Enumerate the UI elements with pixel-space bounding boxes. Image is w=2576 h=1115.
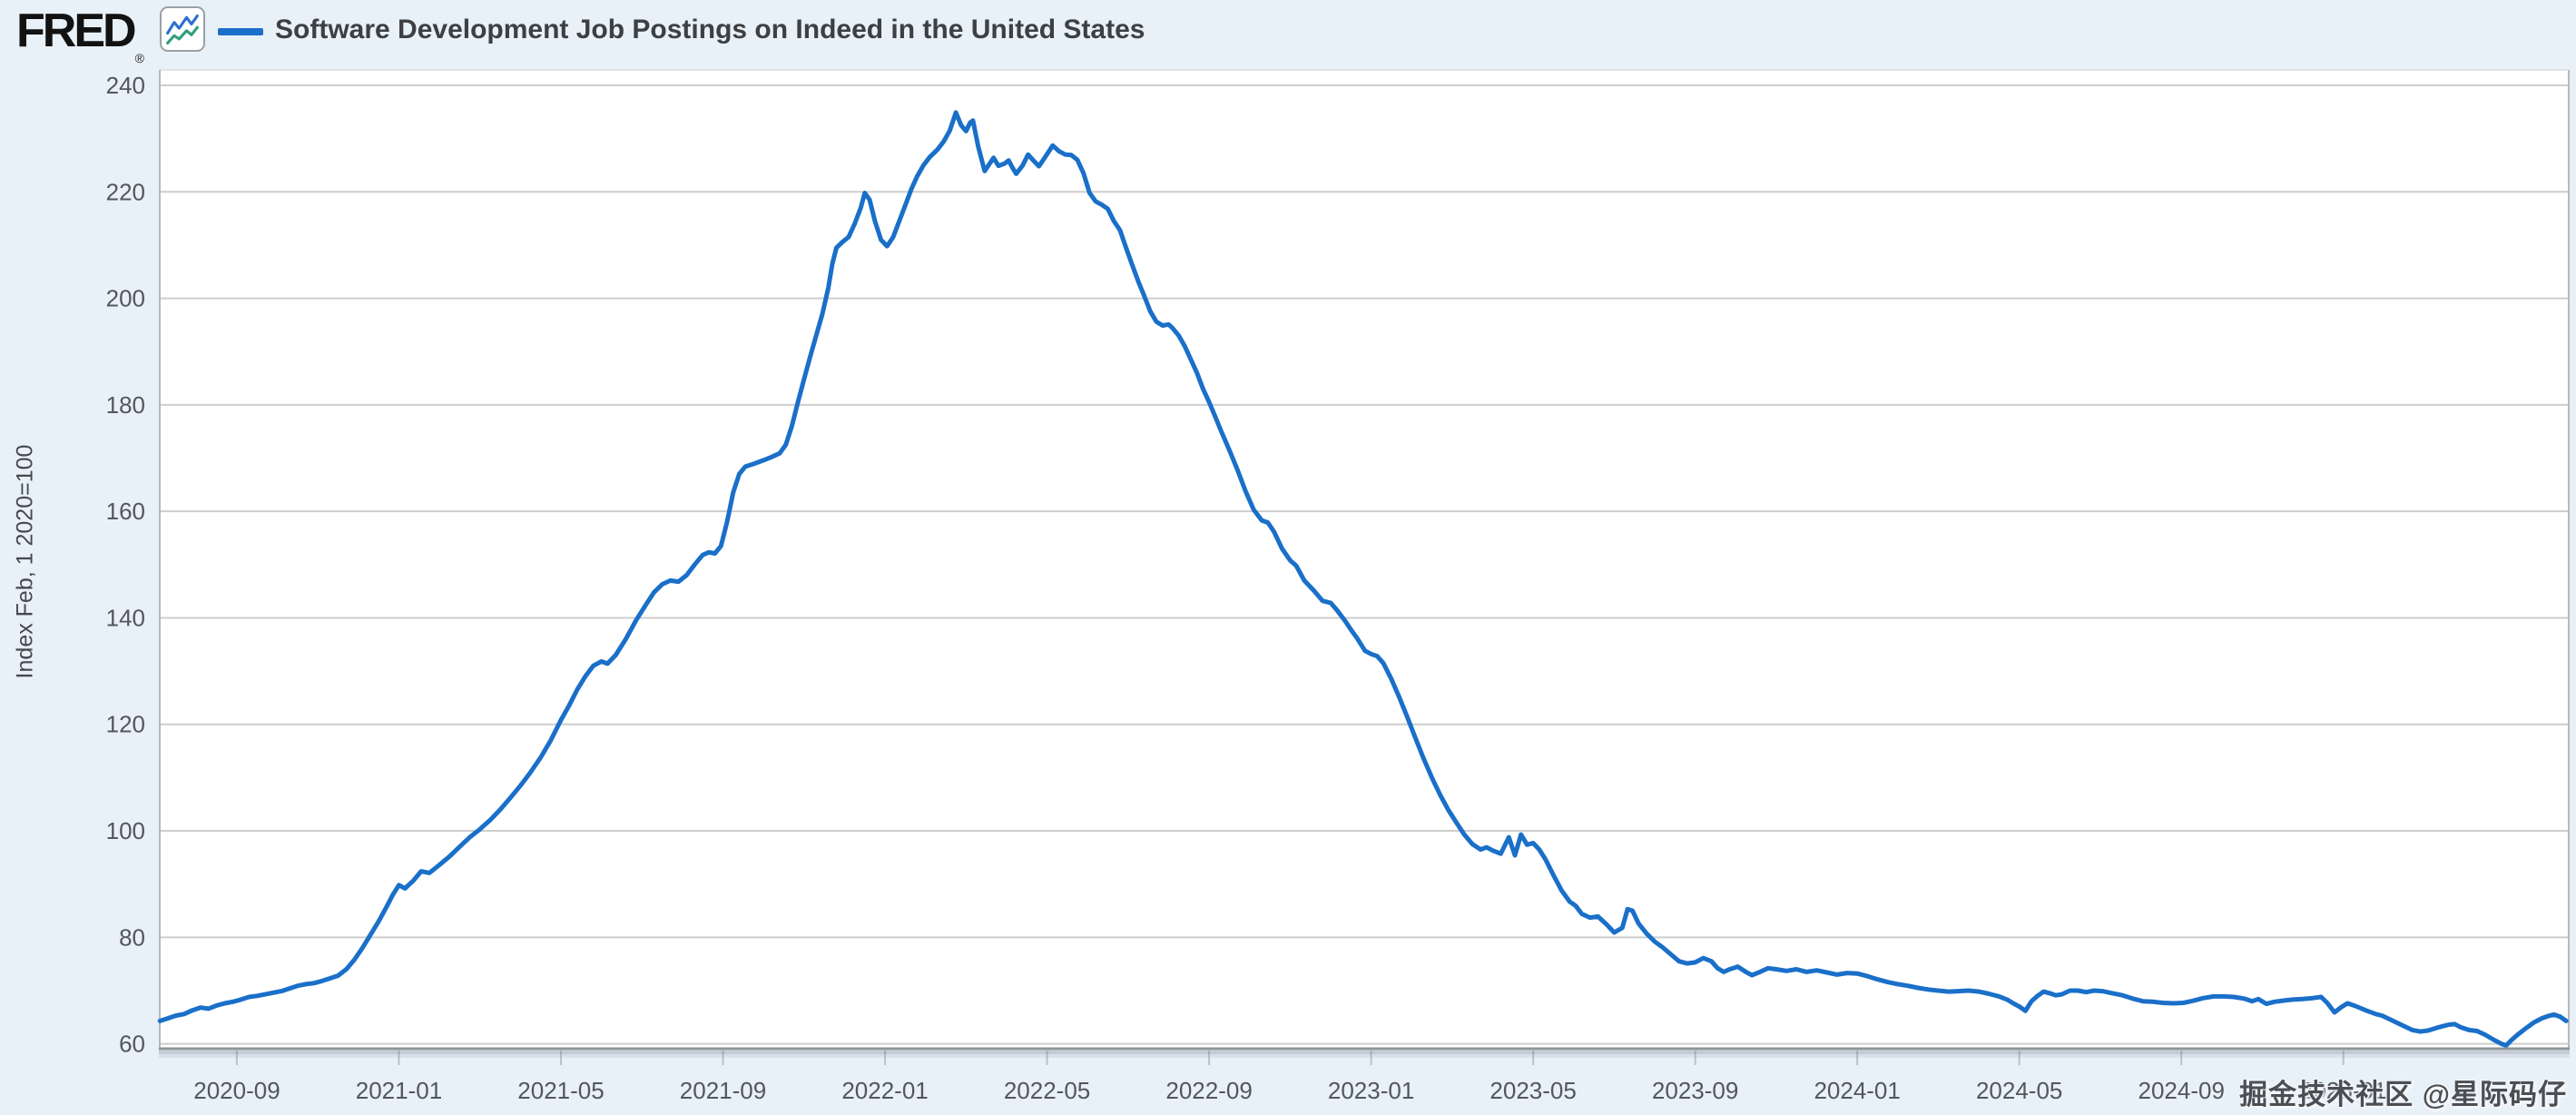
x-tick-label-2023-05: 2023-05 [1490, 1077, 1576, 1104]
chart-title: Software Development Job Postings on Ind… [275, 15, 1145, 44]
y-tick-label-120: 120 [106, 711, 145, 738]
x-tick-label-2021-01: 2021-01 [356, 1077, 442, 1104]
x-tick-label-2025-01: 2025-01 [2300, 1077, 2386, 1104]
x-tick-label-2022-09: 2022-09 [1165, 1077, 1252, 1104]
x-tick-label-2024-01: 2024-01 [1814, 1077, 1900, 1104]
fred-logo: FRED® [16, 4, 144, 65]
y-tick-label-80: 80 [119, 923, 145, 951]
fred-logo-text: FRED [16, 5, 137, 57]
x-tick-label-2024-09: 2024-09 [2138, 1077, 2224, 1104]
y-tick-label-180: 180 [106, 391, 145, 419]
header: FRED® Software Development Job Postings … [0, 0, 2576, 65]
x-tick-label-2022-05: 2022-05 [1004, 1077, 1090, 1104]
legend-line-swatch [218, 28, 263, 35]
watermark: 掘金技术社区 @星际码仔 [2239, 1079, 2567, 1110]
y-tick-label-200: 200 [106, 285, 145, 312]
zigzag-lines-icon [166, 14, 199, 44]
x-tick-label-2024-05: 2024-05 [1976, 1077, 2062, 1104]
fred-chart-icon [160, 6, 205, 52]
y-tick-label-60: 60 [119, 1031, 145, 1058]
y-tick-label-240: 240 [106, 72, 145, 99]
x-tick-label-2023-01: 2023-01 [1328, 1077, 1414, 1104]
x-tick-label-2021-09: 2021-09 [680, 1077, 766, 1104]
y-tick-label-100: 100 [106, 817, 145, 844]
x-tick-label-2023-09: 2023-09 [1652, 1077, 1738, 1104]
y-tick-label-220: 220 [106, 178, 145, 205]
x-tick-label-2022-01: 2022-01 [841, 1077, 928, 1104]
registered-mark: ® [134, 51, 144, 65]
data-line-series[interactable] [157, 110, 2569, 1048]
plot-background [160, 70, 2569, 1049]
y-tick-label-160: 160 [106, 498, 145, 525]
x-tick-label-2020-09: 2020-09 [193, 1077, 280, 1104]
x-tick-label-2021-05: 2021-05 [517, 1077, 604, 1104]
y-tick-label-140: 140 [106, 604, 145, 631]
